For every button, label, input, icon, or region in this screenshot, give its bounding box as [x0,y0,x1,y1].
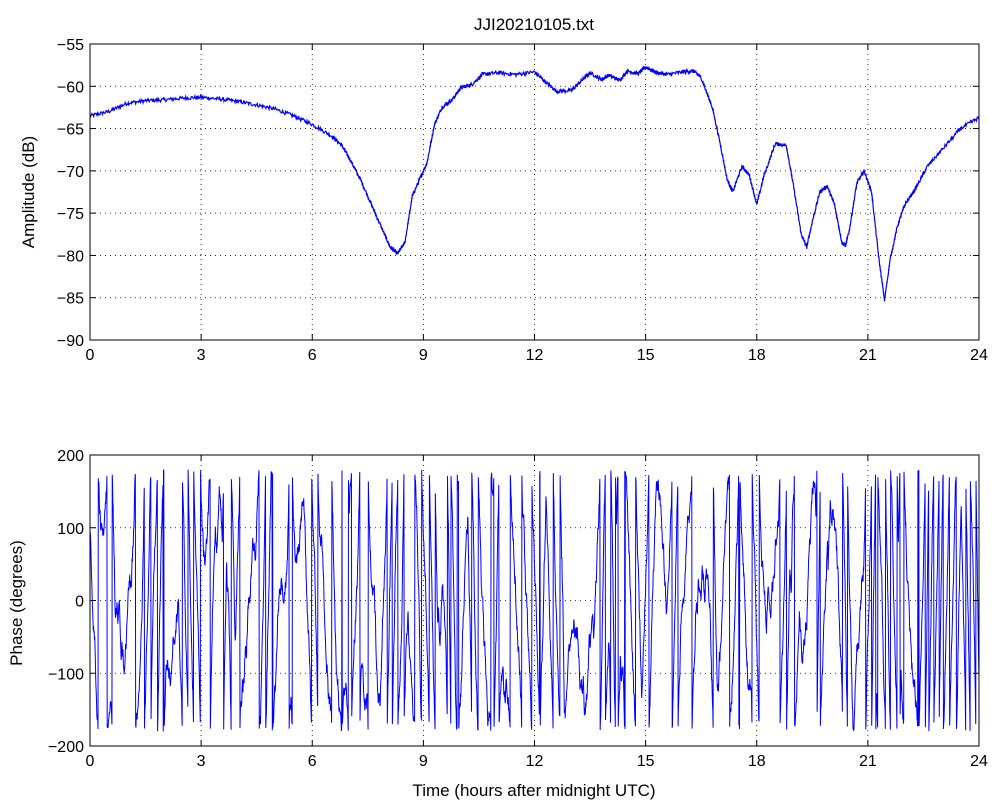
phase-ylabel: Phase (degrees) [7,540,26,666]
amplitude-xtick-label: 0 [86,347,95,364]
amplitude-ytick-label: −65 [57,122,84,139]
amplitude-xtick-label: 6 [308,347,317,364]
phase-xtick-label: 24 [970,753,988,770]
phase-ytick-label: 100 [57,521,84,538]
amplitude-ytick-label: −85 [57,291,84,308]
amplitude-ylabel: Amplitude (dB) [19,136,38,248]
phase-xtick-label: 12 [526,753,544,770]
phase-xtick-label: 6 [308,753,317,770]
phase-ytick-label: −200 [48,739,84,756]
phase-axes-box [89,454,980,747]
amplitude-ytick-label: −75 [57,206,84,223]
phase-xtick-label: 3 [197,753,206,770]
phase-xtick-label: 15 [637,753,655,770]
amplitude-ytick-label: −60 [57,79,84,96]
phase-xtick-label: 9 [419,753,428,770]
phase-series-line [89,469,980,732]
amplitude-plot: Amplitude (dB) 0 3 6 9 12 15 18 21 24 −90 −85 −80 −7… [19,37,988,364]
phase-plot: Phase (degrees) Time (hours after midnig… [7,448,988,800]
amplitude-xtick-label: 3 [197,347,206,364]
phase-ytick-label: 200 [57,448,84,465]
amplitude-series-line [89,65,980,302]
phase-xtick-label: 0 [86,753,95,770]
phase-ytick-label: −100 [48,666,84,683]
amplitude-xtick-label: 15 [637,347,655,364]
phase-xtick-label: 18 [748,753,766,770]
amplitude-xtick-label: 9 [419,347,428,364]
amplitude-ytick-label: −55 [57,37,84,54]
figure-title: JJI20210105.txt [474,15,594,34]
amplitude-ytick-label: −70 [57,164,84,181]
amplitude-xtick-label: 21 [859,347,877,364]
amplitude-ytick-label: −90 [57,333,84,350]
phase-ytick-label: 0 [75,594,84,611]
amplitude-axes-box [89,43,980,341]
amplitude-xtick-label: 12 [526,347,544,364]
amplitude-xtick-label: 24 [970,347,988,364]
phase-xtick-label: 21 [859,753,877,770]
phase-xlabel: Time (hours after midnight UTC) [412,781,655,800]
amplitude-ytick-label: −80 [57,248,84,265]
amplitude-xtick-label: 18 [748,347,766,364]
